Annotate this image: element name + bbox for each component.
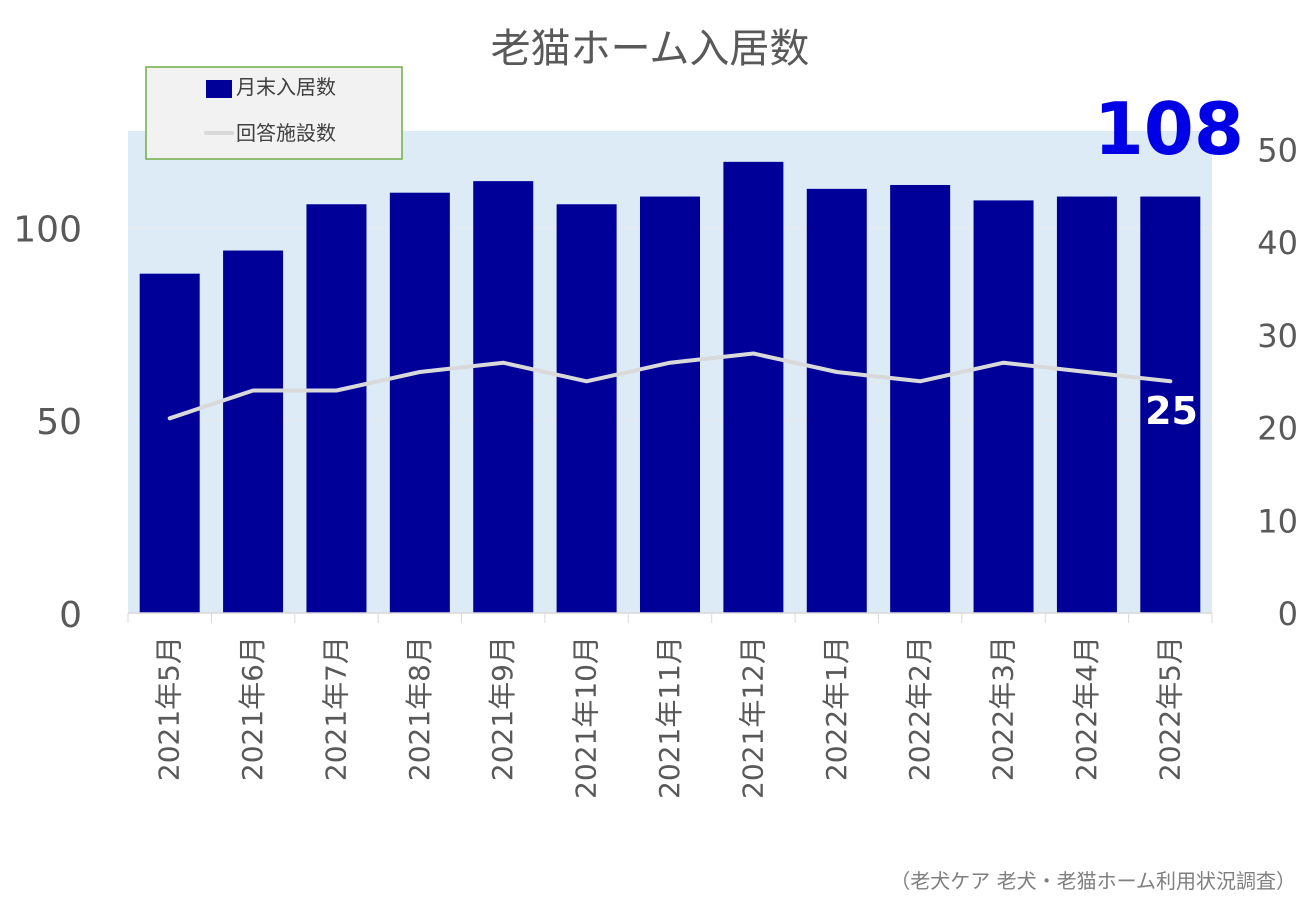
- y-right-tick-label: 40: [1257, 224, 1298, 262]
- x-tick-label: 2021年11月: [653, 636, 686, 799]
- bar: [389, 192, 450, 614]
- bar: [640, 196, 700, 613]
- x-tick-label: 2021年5月: [153, 636, 186, 781]
- x-tick-label: 2022年2月: [903, 636, 936, 781]
- line-last-value-label: 25: [1145, 389, 1198, 433]
- x-axis: 2021年5月 2021年6月 2021年7月 2021年8月 2021年9月 2021年…: [127, 613, 1213, 799]
- x-tick-label: 2022年5月: [1153, 636, 1186, 781]
- bar: [223, 250, 284, 613]
- y-right-tick-label: 50: [1257, 132, 1298, 170]
- bar: [806, 188, 867, 613]
- x-tick-label: 2021年9月: [486, 636, 519, 781]
- annotations: 108 25: [1094, 87, 1244, 433]
- bar: [723, 161, 784, 613]
- bars: [139, 161, 1201, 614]
- bar: [556, 204, 617, 613]
- legend-bar-swatch: [206, 80, 232, 98]
- x-tick-label: 2022年4月: [1070, 636, 1103, 781]
- legend-box: [145, 66, 403, 160]
- line-series-path: [167, 351, 1173, 421]
- bar: [306, 204, 367, 613]
- bar: [890, 184, 951, 613]
- x-tick-label: 2022年1月: [820, 636, 853, 781]
- bar: [139, 273, 200, 613]
- source-note: （老犬ケア 老犬・老猫ホーム利用状況調査）: [890, 869, 1296, 893]
- y-left-tick-label: 100: [13, 209, 82, 250]
- x-tick-label: 2021年10月: [570, 636, 603, 799]
- x-tick-label: 2021年8月: [403, 636, 436, 781]
- y-right-tick-label: 0: [1278, 595, 1298, 633]
- y-right-tick-label: 20: [1257, 410, 1298, 448]
- y-left-tick-label: 50: [36, 402, 82, 443]
- bar: [973, 200, 1034, 613]
- bar: [473, 181, 534, 614]
- y-right-tick-label: 10: [1257, 502, 1298, 540]
- legend-line-label: 回答施設数: [236, 121, 336, 145]
- bar: [1140, 196, 1201, 613]
- bar-last-value-label: 108: [1094, 87, 1244, 171]
- y-left-axis: 0 50 100: [13, 209, 82, 636]
- y-right-tick-label: 30: [1257, 317, 1298, 355]
- y-right-axis: 0 10 20 30 40 50: [1257, 132, 1298, 633]
- bar: [1056, 196, 1117, 613]
- legend: 月末入居数 回答施設数: [145, 66, 403, 160]
- x-tick-label: 2021年7月: [319, 636, 352, 781]
- y-left-tick-label: 0: [59, 595, 82, 636]
- chart-title: 老猫ホーム入居数: [491, 26, 810, 72]
- x-tick-label: 2021年6月: [236, 636, 269, 781]
- legend-bar-label: 月末入居数: [236, 75, 336, 99]
- x-tick-label: 2022年3月: [987, 636, 1020, 781]
- x-tick-label: 2021年12月: [736, 636, 769, 799]
- line-series: [167, 351, 1173, 421]
